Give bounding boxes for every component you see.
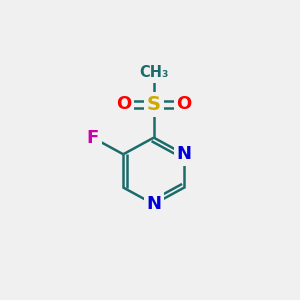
Text: O: O	[116, 95, 131, 113]
Text: N: N	[146, 195, 161, 213]
Text: N: N	[177, 145, 192, 163]
Text: S: S	[147, 95, 161, 114]
Text: O: O	[177, 95, 192, 113]
Text: CH₃: CH₃	[139, 65, 168, 80]
Text: F: F	[87, 129, 99, 147]
